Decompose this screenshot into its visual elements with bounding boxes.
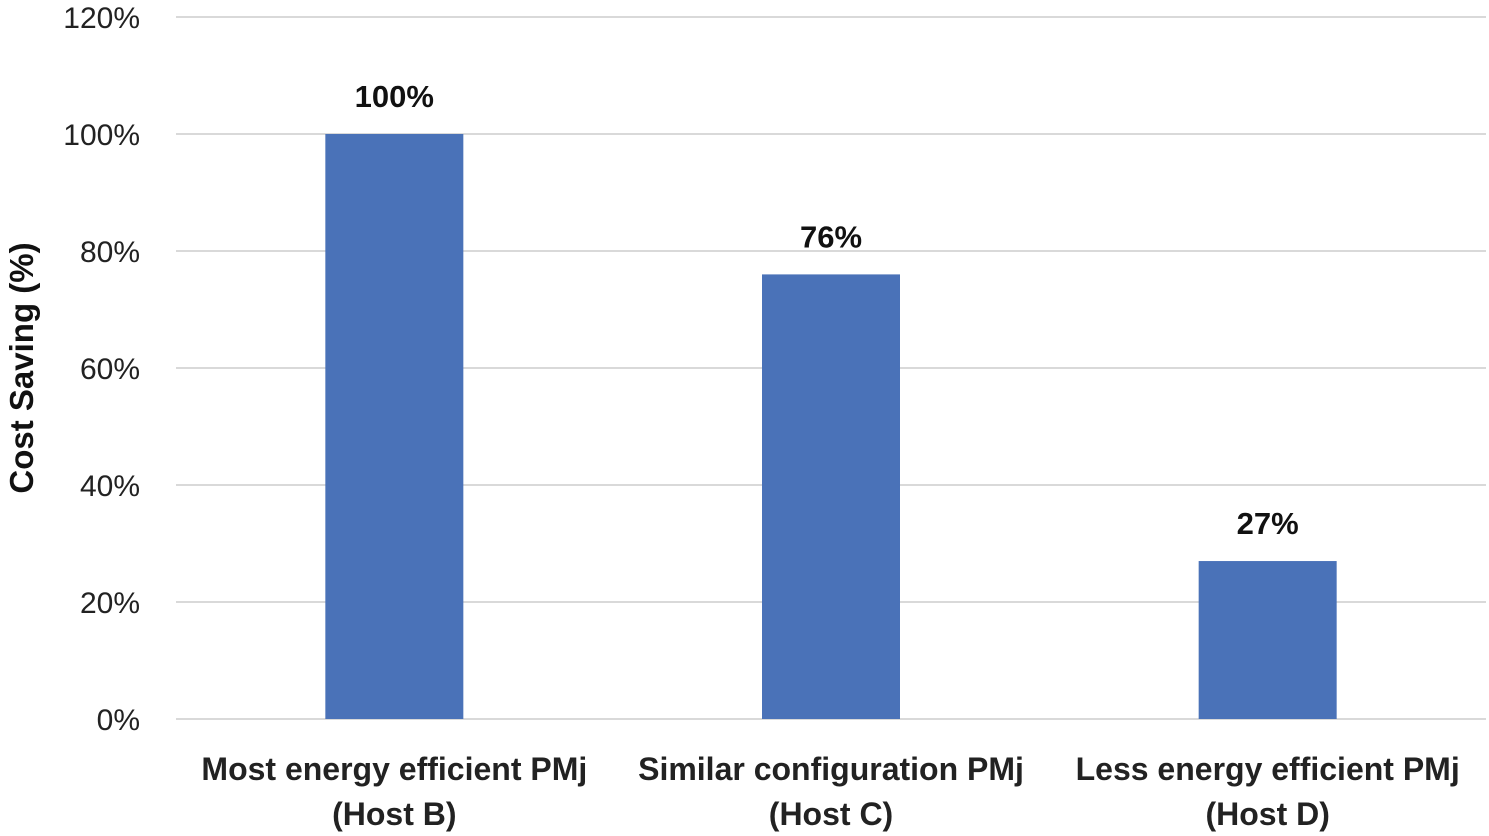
bar — [1198, 561, 1337, 719]
data-labels: 100% 76% 27% — [355, 79, 1299, 541]
y-tick-label: 120% — [63, 2, 140, 35]
y-tick-label: 80% — [80, 236, 140, 269]
bar-data-label: 27% — [1237, 506, 1299, 541]
x-category-label: (Host C) — [769, 796, 893, 832]
bar-data-label: 100% — [355, 79, 434, 114]
x-category-label: Less energy efficient PMj — [1076, 751, 1460, 787]
x-category-label: (Host B) — [332, 796, 456, 832]
y-axis-title: Cost Saving (%) — [3, 242, 40, 493]
y-tick-label: 40% — [80, 470, 140, 503]
bar — [762, 274, 900, 719]
y-tick-label: 0% — [97, 704, 140, 737]
bar-data-label: 76% — [800, 219, 862, 254]
y-tick-label: 20% — [80, 587, 140, 620]
x-category-label: Similar configuration PMj — [638, 751, 1024, 787]
x-category-label: (Host D) — [1205, 796, 1329, 832]
bars — [325, 134, 1337, 719]
y-tick-label: 100% — [63, 119, 140, 152]
y-axis-tick-labels: 0% 20% 40% 60% 80% 100% 120% — [63, 2, 140, 737]
bar — [325, 134, 464, 719]
x-axis-category-labels: Most energy efficient PMj (Host B) Similar… — [201, 751, 1459, 832]
x-category-label: Most energy efficient PMj — [201, 751, 587, 787]
y-tick-label: 60% — [80, 353, 140, 386]
